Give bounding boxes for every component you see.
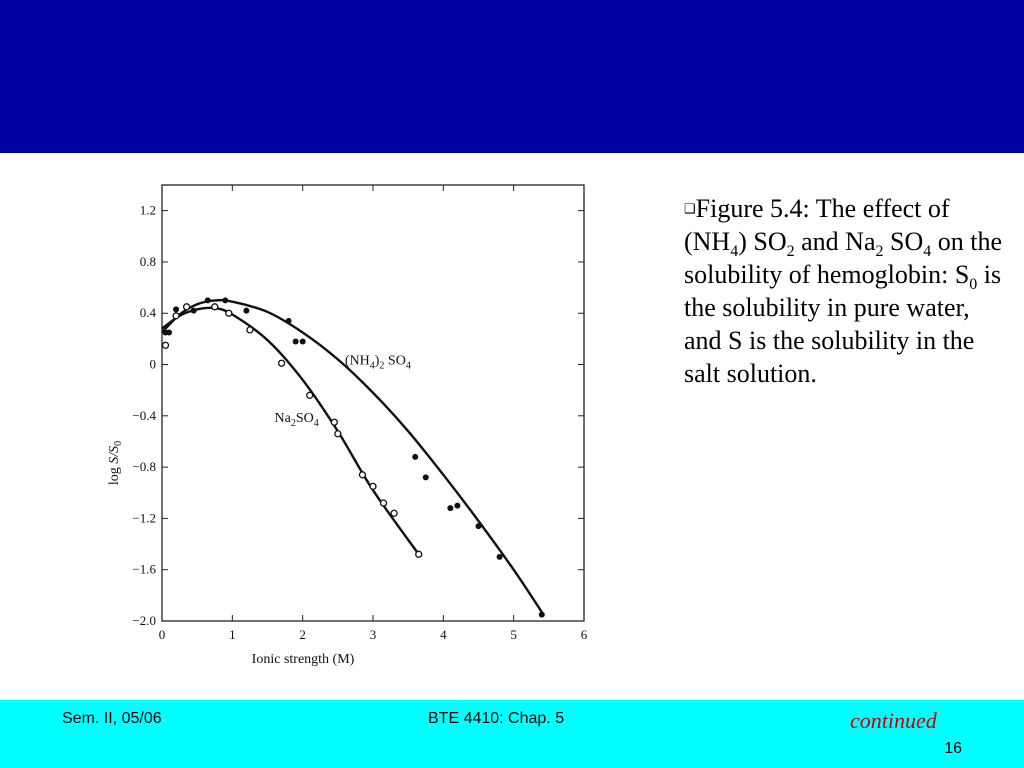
y-tick-label: 0 xyxy=(150,357,157,372)
figure-caption: ❑Figure 5.4: The effect of (NH4) SO2 and… xyxy=(684,194,1002,388)
data-point-filled xyxy=(292,338,299,345)
data-point-filled xyxy=(412,453,419,460)
x-axis-title: Ionic strength (M) xyxy=(252,652,355,667)
x-tick-label: 4 xyxy=(440,627,447,642)
data-point-filled xyxy=(447,505,454,512)
x-tick-label: 5 xyxy=(510,627,516,642)
series-curve-1 xyxy=(161,298,543,613)
data-point-filled xyxy=(243,307,250,314)
data-point-filled xyxy=(538,611,545,618)
data-point-filled xyxy=(496,553,503,560)
y-tick-label: 0.4 xyxy=(140,305,157,320)
y-tick-label: −1.2 xyxy=(132,510,156,525)
data-point-open xyxy=(390,509,398,517)
x-tick-label: 1 xyxy=(229,627,236,642)
data-point-open xyxy=(334,430,342,438)
footer-course: BTE 4410: Chap. 5 xyxy=(428,710,565,727)
footer-semester: Sem. II, 05/06 xyxy=(62,710,162,727)
data-point-filled xyxy=(422,474,429,481)
data-point-filled xyxy=(475,523,482,530)
series-curve-2 xyxy=(161,306,420,556)
footer-continued: continued xyxy=(850,708,937,733)
data-point-open xyxy=(172,312,180,320)
x-tick-label: 3 xyxy=(370,627,377,642)
y-tick-label: −0.8 xyxy=(132,459,156,474)
page-number: 16 xyxy=(944,740,962,757)
y-tick-label: 0.8 xyxy=(140,254,156,269)
series-label: Na2SO4 xyxy=(275,411,319,429)
y-tick-label: 1.2 xyxy=(140,203,156,218)
y-axis-title: log S/S0 xyxy=(107,441,124,485)
x-tick-label: 0 xyxy=(159,627,166,642)
data-point-open xyxy=(379,499,388,507)
data-point-filled xyxy=(190,307,197,314)
x-tick-label: 6 xyxy=(581,627,588,642)
bullet-icon: ❑ xyxy=(684,201,696,216)
data-point-open xyxy=(225,309,233,317)
data-point-filled xyxy=(285,317,292,324)
chart-svg: 0 1 2 3 4 5 6 −2.0 −1.6 −1.2 −0.8 −0.4 0 0.4 0.8 1.2 (N… xyxy=(107,184,588,667)
data-point-filled xyxy=(454,502,461,509)
footer-band: Sem. II, 05/06 BTE 4410: Chap. 5 continu… xyxy=(0,700,1024,768)
x-tick-label: 2 xyxy=(299,627,306,642)
data-point-open xyxy=(277,359,286,367)
data-point-open xyxy=(369,482,377,491)
data-point-open xyxy=(306,391,314,399)
y-tick-label: −1.6 xyxy=(132,562,156,577)
data-point-filled xyxy=(299,338,306,345)
solubility-chart: 0 1 2 3 4 5 6 −2.0 −1.6 −1.2 −0.8 −0.4 0 0.4 0.8 1.2 (N… xyxy=(100,178,600,688)
y-tick-label: −2.0 xyxy=(132,613,156,628)
data-point-filled xyxy=(166,329,173,336)
data-point-filled xyxy=(222,297,229,304)
data-point-filled xyxy=(204,297,211,304)
plot-frame xyxy=(161,184,585,622)
data-point-open xyxy=(161,341,170,349)
data-point-filled xyxy=(173,306,180,313)
header-band xyxy=(0,0,1024,153)
data-point-open xyxy=(246,326,254,334)
data-point-open xyxy=(211,303,219,311)
data-point-open xyxy=(358,471,367,479)
data-point-open xyxy=(182,303,191,311)
series-label: (NH4)2 SO4 xyxy=(345,354,411,372)
y-tick-label: −0.4 xyxy=(132,408,156,423)
data-point-open xyxy=(415,550,423,558)
data-point-open xyxy=(330,418,338,426)
